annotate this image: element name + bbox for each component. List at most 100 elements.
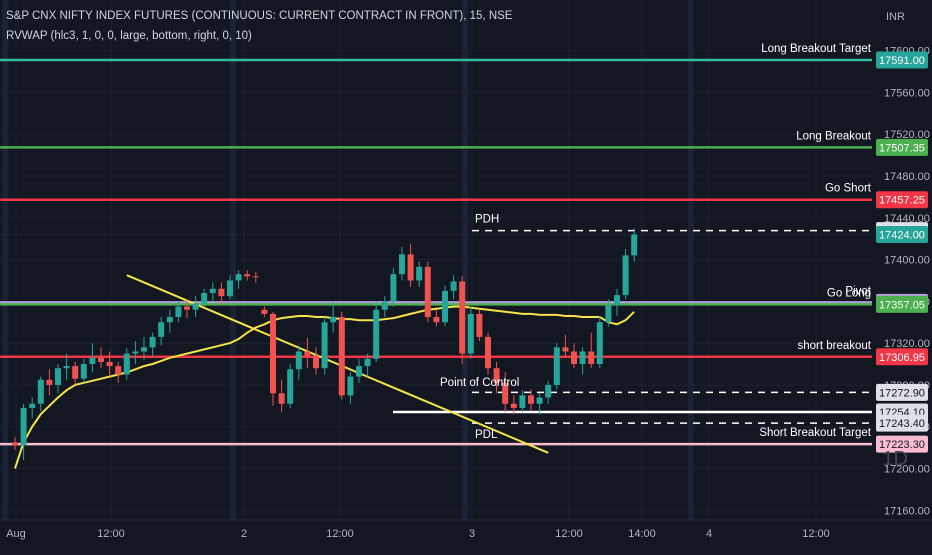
candle-24[interactable]: [218, 282, 225, 304]
candle-34[interactable]: [304, 337, 311, 369]
candle-39[interactable]: [347, 372, 354, 404]
candle-14[interactable]: [132, 341, 139, 365]
candle-41[interactable]: [364, 353, 371, 377]
candle-body-8: [80, 364, 87, 379]
candle-6[interactable]: [63, 353, 70, 380]
candle-62[interactable]: [545, 380, 552, 404]
candle-50[interactable]: [442, 285, 448, 327]
candle-body-20: [184, 306, 190, 310]
candle-64[interactable]: [562, 334, 569, 358]
candle-18[interactable]: [166, 309, 173, 333]
price-tag-text-7: 17306.95: [879, 352, 925, 364]
candle-46[interactable]: [407, 243, 414, 287]
candle-49[interactable]: [433, 309, 440, 327]
candle-61[interactable]: [536, 393, 543, 415]
candle-33[interactable]: [295, 345, 302, 380]
candle-body-51: [450, 281, 457, 291]
candle-69[interactable]: [605, 299, 612, 327]
candle-51[interactable]: [450, 275, 457, 300]
candle-26[interactable]: [235, 270, 242, 289]
candle-40[interactable]: [356, 358, 362, 383]
candle-11[interactable]: [106, 351, 113, 377]
candle-16[interactable]: [149, 332, 156, 356]
candle-38[interactable]: [338, 311, 345, 400]
price-tag-8[interactable]: 17272.90: [876, 383, 928, 401]
candle-body-14: [132, 351, 139, 354]
candle-body-19: [175, 306, 182, 318]
candle-37[interactable]: [330, 301, 337, 333]
candle-0[interactable]: [12, 437, 18, 450]
candle-body-45: [399, 254, 405, 275]
candle-10[interactable]: [98, 347, 104, 369]
price-tag-4[interactable]: 17424.00: [876, 225, 928, 243]
candle-58[interactable]: [510, 395, 517, 415]
price-tag-2[interactable]: 17457.25: [876, 191, 928, 209]
price-tag-bg-7: [876, 348, 928, 366]
candle-60[interactable]: [528, 389, 534, 411]
candle-29[interactable]: [261, 306, 268, 318]
price-tag-1[interactable]: 17507.35: [876, 138, 928, 156]
indicator-legend[interactable]: RVWAP (hlc3, 1, 0, 0, large, bottom, rig…: [6, 30, 252, 42]
x-tick-label-2: 2: [241, 528, 247, 540]
candle-9[interactable]: [89, 343, 96, 373]
candle-52[interactable]: [459, 276, 466, 365]
candle-body-33: [295, 351, 302, 370]
candle-72[interactable]: [631, 228, 638, 262]
candle-21[interactable]: [192, 296, 199, 318]
candle-4[interactable]: [46, 369, 53, 396]
candle-32[interactable]: [287, 364, 294, 408]
candle-70[interactable]: [614, 288, 620, 316]
candle-2[interactable]: [29, 397, 36, 419]
price-tag-7[interactable]: 17306.95: [876, 348, 928, 366]
candle-5[interactable]: [55, 364, 61, 394]
candle-48[interactable]: [424, 261, 431, 323]
price-tag-text-8: 17272.90: [879, 387, 925, 399]
candle-15[interactable]: [141, 336, 147, 360]
price-tag-11[interactable]: 17223.30: [876, 435, 928, 453]
candle-68[interactable]: [596, 315, 603, 369]
candle-44[interactable]: [390, 267, 397, 307]
candle-body-9: [89, 357, 96, 365]
candle-47[interactable]: [416, 261, 423, 287]
candle-63[interactable]: [553, 343, 560, 390]
price-tag-0[interactable]: 17591.00: [876, 51, 928, 69]
candle-43[interactable]: [381, 296, 388, 318]
candle-35[interactable]: [313, 347, 319, 375]
candle-1[interactable]: [20, 403, 27, 461]
candle-59[interactable]: [519, 390, 526, 413]
price-tag-10[interactable]: 17243.40: [876, 414, 928, 432]
candle-7[interactable]: [72, 361, 79, 385]
candle-12[interactable]: [115, 361, 122, 383]
candle-3[interactable]: [37, 376, 44, 412]
symbol-title[interactable]: S&P CNX NIFTY INDEX FUTURES (CONTINUOUS:…: [6, 10, 513, 22]
candle-31[interactable]: [278, 379, 285, 413]
x-tick-label-6: 14:00: [628, 528, 656, 540]
candle-27[interactable]: [244, 270, 251, 281]
candle-36[interactable]: [321, 317, 328, 375]
candle-65[interactable]: [571, 343, 577, 369]
candle-17[interactable]: [158, 317, 165, 346]
candle-56[interactable]: [493, 361, 500, 394]
candle-45[interactable]: [399, 247, 405, 281]
candle-22[interactable]: [201, 288, 208, 307]
candle-66[interactable]: [579, 347, 586, 375]
candle-body-46: [407, 254, 414, 281]
price-tag-6[interactable]: 17357.05: [876, 295, 928, 313]
candle-25[interactable]: [227, 275, 233, 300]
candle-55[interactable]: [485, 332, 491, 375]
candle-30[interactable]: [270, 311, 276, 406]
candle-71[interactable]: [622, 249, 629, 300]
candle-20[interactable]: [184, 299, 190, 319]
candle-67[interactable]: [588, 332, 595, 369]
candle-8[interactable]: [80, 358, 87, 383]
candle-body-55: [485, 336, 491, 369]
candle-42[interactable]: [373, 301, 380, 362]
candle-54[interactable]: [476, 309, 483, 342]
candle-28[interactable]: [252, 272, 259, 283]
candle-23[interactable]: [209, 282, 216, 302]
candle-13[interactable]: [123, 348, 130, 380]
candle-53[interactable]: [467, 306, 474, 359]
candle-57[interactable]: [502, 372, 509, 413]
candle-19[interactable]: [175, 301, 182, 323]
